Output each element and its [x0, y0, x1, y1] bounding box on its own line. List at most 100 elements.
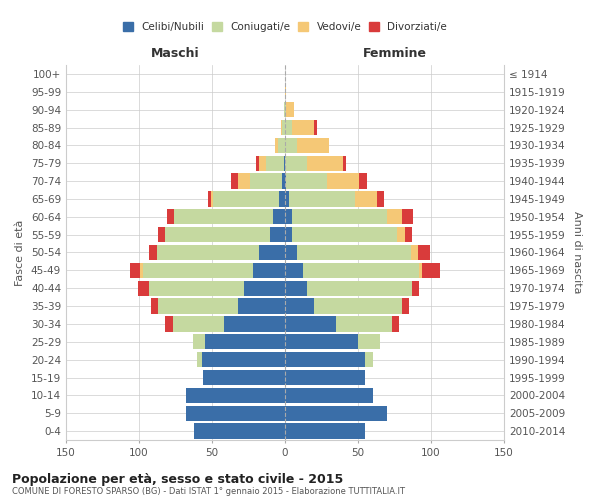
Bar: [285, 352, 365, 367]
Bar: [285, 280, 307, 296]
Bar: [314, 120, 317, 135]
Bar: [402, 298, 409, 314]
Bar: [289, 192, 355, 206]
Bar: [285, 138, 296, 153]
Bar: [285, 424, 365, 438]
Bar: [392, 316, 399, 332]
Text: COMUNE DI FORESTO SPARSO (BG) - Dati ISTAT 1° gennaio 2015 - Elaborazione TUTTIT: COMUNE DI FORESTO SPARSO (BG) - Dati IST…: [12, 488, 405, 496]
Bar: [285, 298, 314, 314]
Bar: [165, 227, 271, 242]
Bar: [151, 298, 158, 314]
Bar: [397, 227, 405, 242]
Bar: [419, 263, 422, 278]
Bar: [405, 227, 412, 242]
Bar: [202, 352, 285, 367]
Bar: [253, 263, 285, 278]
Bar: [167, 209, 174, 224]
Bar: [274, 209, 285, 224]
Bar: [256, 156, 259, 171]
Bar: [285, 370, 365, 385]
Bar: [284, 156, 285, 171]
Bar: [259, 245, 285, 260]
Bar: [314, 298, 402, 314]
Bar: [282, 120, 285, 135]
Bar: [281, 120, 282, 135]
Bar: [250, 174, 282, 188]
Bar: [292, 227, 397, 242]
Bar: [224, 316, 285, 332]
Bar: [214, 192, 279, 206]
Bar: [285, 84, 286, 100]
Bar: [359, 174, 367, 188]
Bar: [285, 406, 387, 421]
Bar: [286, 102, 294, 117]
Bar: [197, 352, 202, 367]
Bar: [238, 174, 250, 188]
Bar: [296, 245, 410, 260]
Bar: [377, 192, 384, 206]
Bar: [244, 280, 285, 296]
Bar: [285, 192, 289, 206]
Bar: [186, 406, 285, 421]
Bar: [130, 263, 140, 278]
Bar: [285, 174, 286, 188]
Bar: [158, 227, 165, 242]
Bar: [271, 227, 285, 242]
Bar: [140, 263, 143, 278]
Bar: [285, 120, 292, 135]
Bar: [285, 156, 307, 171]
Bar: [282, 174, 285, 188]
Text: Maschi: Maschi: [151, 46, 200, 60]
Bar: [358, 334, 380, 349]
Bar: [292, 209, 387, 224]
Bar: [328, 174, 359, 188]
Bar: [285, 209, 292, 224]
Bar: [158, 298, 238, 314]
Bar: [365, 352, 373, 367]
Bar: [355, 192, 377, 206]
Bar: [205, 334, 285, 349]
Bar: [285, 245, 296, 260]
Bar: [422, 263, 440, 278]
Bar: [208, 192, 211, 206]
Bar: [285, 316, 336, 332]
Bar: [296, 138, 329, 153]
Bar: [402, 209, 413, 224]
Bar: [186, 388, 285, 403]
Bar: [231, 174, 238, 188]
Bar: [266, 156, 284, 171]
Bar: [292, 120, 314, 135]
Bar: [410, 245, 418, 260]
Bar: [203, 370, 285, 385]
Bar: [285, 227, 292, 242]
Text: Femmine: Femmine: [362, 46, 427, 60]
Bar: [259, 156, 266, 171]
Bar: [286, 174, 328, 188]
Bar: [278, 138, 285, 153]
Bar: [194, 424, 285, 438]
Bar: [174, 209, 274, 224]
Bar: [173, 316, 224, 332]
Bar: [418, 245, 430, 260]
Y-axis label: Anni di nascita: Anni di nascita: [572, 211, 582, 294]
Bar: [336, 316, 392, 332]
Bar: [157, 245, 259, 260]
Bar: [285, 263, 302, 278]
Bar: [284, 102, 285, 117]
Bar: [211, 192, 214, 206]
Bar: [193, 334, 205, 349]
Bar: [307, 156, 343, 171]
Bar: [165, 316, 173, 332]
Bar: [343, 156, 346, 171]
Bar: [302, 263, 419, 278]
Bar: [279, 192, 285, 206]
Bar: [387, 209, 402, 224]
Bar: [149, 245, 157, 260]
Text: Popolazione per età, sesso e stato civile - 2015: Popolazione per età, sesso e stato civil…: [12, 472, 343, 486]
Bar: [238, 298, 285, 314]
Bar: [143, 263, 253, 278]
Bar: [285, 334, 358, 349]
Bar: [137, 280, 149, 296]
Bar: [285, 102, 286, 117]
Bar: [285, 388, 373, 403]
